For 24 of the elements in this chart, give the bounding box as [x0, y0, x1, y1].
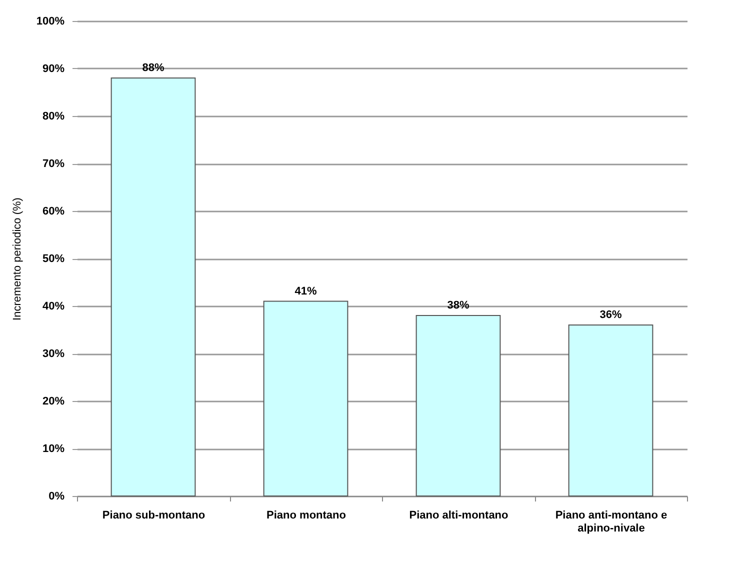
- y-tick-label: 50%: [42, 253, 65, 265]
- bar: [263, 300, 348, 496]
- y-axis-title: Incremento periodico (%): [11, 198, 24, 320]
- y-tick-label: 90%: [42, 63, 65, 75]
- data-label: 36%: [600, 309, 622, 321]
- y-tick-label: 80%: [42, 110, 65, 122]
- x-tick-label: Piano montano: [266, 510, 346, 522]
- y-tick-label: 20%: [42, 396, 65, 408]
- x-tick-label: Piano sub-montano: [102, 510, 206, 522]
- y-tick-label: 10%: [42, 443, 65, 455]
- bar: [416, 315, 501, 496]
- bar: [110, 78, 196, 496]
- x-tick-label: Piano alti-montano: [409, 510, 509, 522]
- bar: [568, 324, 654, 496]
- y-tick-label: 0%: [48, 490, 65, 502]
- data-label: 41%: [294, 285, 317, 298]
- y-tick-label: 30%: [42, 348, 65, 360]
- data-label: 88%: [142, 62, 164, 74]
- y-tick-label: 60%: [42, 206, 65, 218]
- x-tick-label: Piano anti-montano e alpino-nivale: [555, 510, 668, 534]
- y-tick-label: 70%: [42, 158, 65, 170]
- y-tick-label: 40%: [42, 300, 65, 312]
- data-label: 38%: [447, 300, 470, 312]
- y-tick-label: 100%: [36, 16, 65, 28]
